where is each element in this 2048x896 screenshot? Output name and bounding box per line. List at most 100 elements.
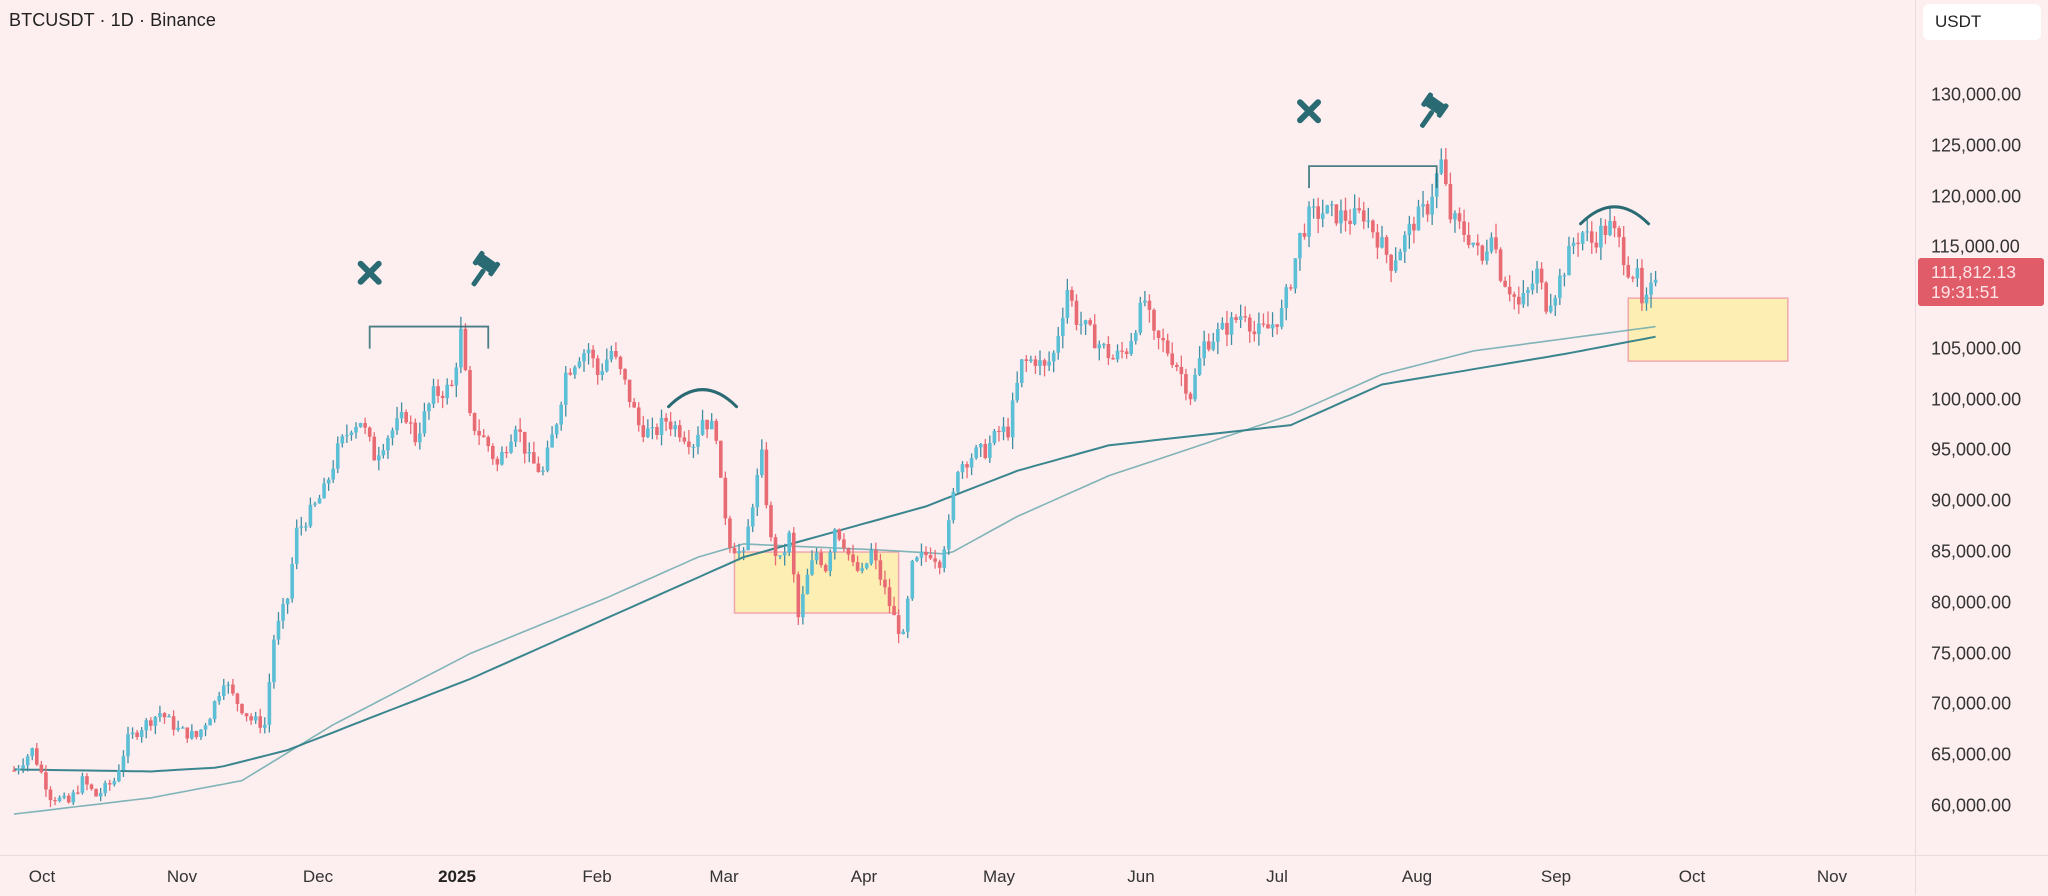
candle-down	[1316, 206, 1320, 219]
candle-down	[1480, 245, 1485, 261]
candle-up	[130, 732, 135, 735]
candle-up	[1571, 242, 1576, 246]
candle-down	[1266, 324, 1270, 329]
candle-up	[787, 532, 791, 553]
time-tick: Apr	[850, 867, 878, 886]
candle-down	[194, 731, 199, 737]
candle-down	[1033, 359, 1038, 366]
candle-up	[545, 447, 550, 471]
candle-up	[1138, 302, 1143, 333]
candle-down	[1165, 340, 1170, 354]
gavel-icon	[471, 250, 501, 287]
candle-up	[1284, 287, 1289, 309]
time-tick: 2025	[438, 867, 476, 886]
candle-down	[367, 427, 372, 437]
candle-down	[1494, 237, 1498, 250]
candle-down	[983, 443, 988, 458]
candle-down	[1175, 364, 1179, 367]
time-tick: Sep	[1540, 867, 1572, 886]
candle-up	[833, 529, 837, 553]
candle-down	[413, 422, 418, 443]
candle-up	[427, 403, 431, 412]
candle-up	[80, 776, 85, 793]
candle-up	[30, 748, 35, 757]
candle-up	[395, 418, 399, 431]
candle-up	[951, 491, 956, 521]
candle-down	[468, 370, 472, 414]
candle-down	[1275, 324, 1279, 327]
candle-down	[1375, 232, 1380, 248]
candle-up	[317, 498, 322, 504]
candle-down	[504, 452, 509, 454]
candle-up	[454, 367, 459, 386]
candle-down	[965, 464, 969, 468]
candle-down	[823, 565, 828, 572]
plot-area[interactable]	[0, 0, 1915, 855]
candle-up	[1453, 213, 1457, 220]
candle-up	[1311, 206, 1316, 208]
candle-up	[1649, 282, 1653, 295]
candle-down	[1179, 366, 1184, 375]
price-tick: 60,000.00	[1931, 795, 2012, 816]
candle-down	[1603, 225, 1608, 235]
candle-down	[887, 587, 892, 607]
candle-up	[217, 695, 221, 702]
candle-up	[226, 684, 231, 686]
candle-up	[1416, 206, 1421, 231]
candle-up	[1238, 316, 1243, 320]
price-tick: 80,000.00	[1931, 592, 2012, 613]
candle-up	[1585, 231, 1589, 233]
candle-down	[1343, 210, 1348, 221]
candle-down	[1357, 208, 1361, 211]
candle-up	[942, 549, 947, 568]
candle-down	[89, 784, 94, 790]
candle-down	[518, 429, 522, 432]
candle-up	[1047, 361, 1051, 366]
candle-up	[1407, 223, 1412, 236]
candle-down	[1640, 267, 1644, 304]
candle-up	[709, 420, 714, 430]
candle-down	[1457, 213, 1462, 222]
time-tick: Nov	[1816, 867, 1848, 886]
time-axis[interactable]: Oct Nov Dec 2025 Feb Mar Apr May Jun Jul Aug Sep Oct…	[0, 855, 1915, 896]
candle-up	[1553, 297, 1558, 306]
candle-up	[1102, 344, 1106, 346]
candle-up	[1197, 358, 1202, 375]
candle-down	[162, 713, 167, 718]
time-tick: Jul	[1266, 867, 1288, 886]
candle-up	[340, 436, 345, 444]
candle-down	[1631, 277, 1635, 279]
candle-down	[1462, 221, 1466, 235]
candle-down	[1106, 344, 1111, 359]
candle-down	[231, 684, 235, 694]
candle-down	[591, 349, 595, 359]
candle-up	[212, 701, 217, 720]
candle-down	[532, 452, 536, 464]
candle-down	[1042, 360, 1047, 366]
candle-down	[135, 732, 139, 738]
candle-down	[1475, 242, 1480, 246]
candle-up	[386, 437, 390, 451]
candle-down	[764, 449, 769, 506]
candle-up	[1143, 300, 1147, 303]
candle-down	[937, 561, 942, 568]
price-axis[interactable]: USDT 130,000.00 125,000.00 120,000.00 115,0…	[1915, 0, 2048, 895]
candle-up	[263, 724, 267, 728]
time-tick: Oct	[28, 867, 56, 886]
candle-up	[586, 349, 591, 354]
candle-down	[1617, 228, 1621, 238]
candle-up	[1257, 323, 1261, 335]
candle-up	[1635, 267, 1640, 279]
candle-down	[846, 548, 851, 555]
candle-down	[12, 770, 16, 772]
candle-up	[299, 526, 304, 528]
candle-down	[1498, 249, 1503, 281]
currency-button[interactable]: USDT	[1923, 4, 2041, 40]
symbol-title[interactable]: BTCUSDT · 1D · Binance	[9, 10, 216, 30]
candle-up	[98, 793, 103, 797]
candle-up	[1293, 258, 1298, 289]
candle-down	[632, 401, 636, 408]
candle-up	[267, 682, 272, 725]
candle-up	[418, 433, 422, 443]
candle-up	[1220, 322, 1225, 330]
